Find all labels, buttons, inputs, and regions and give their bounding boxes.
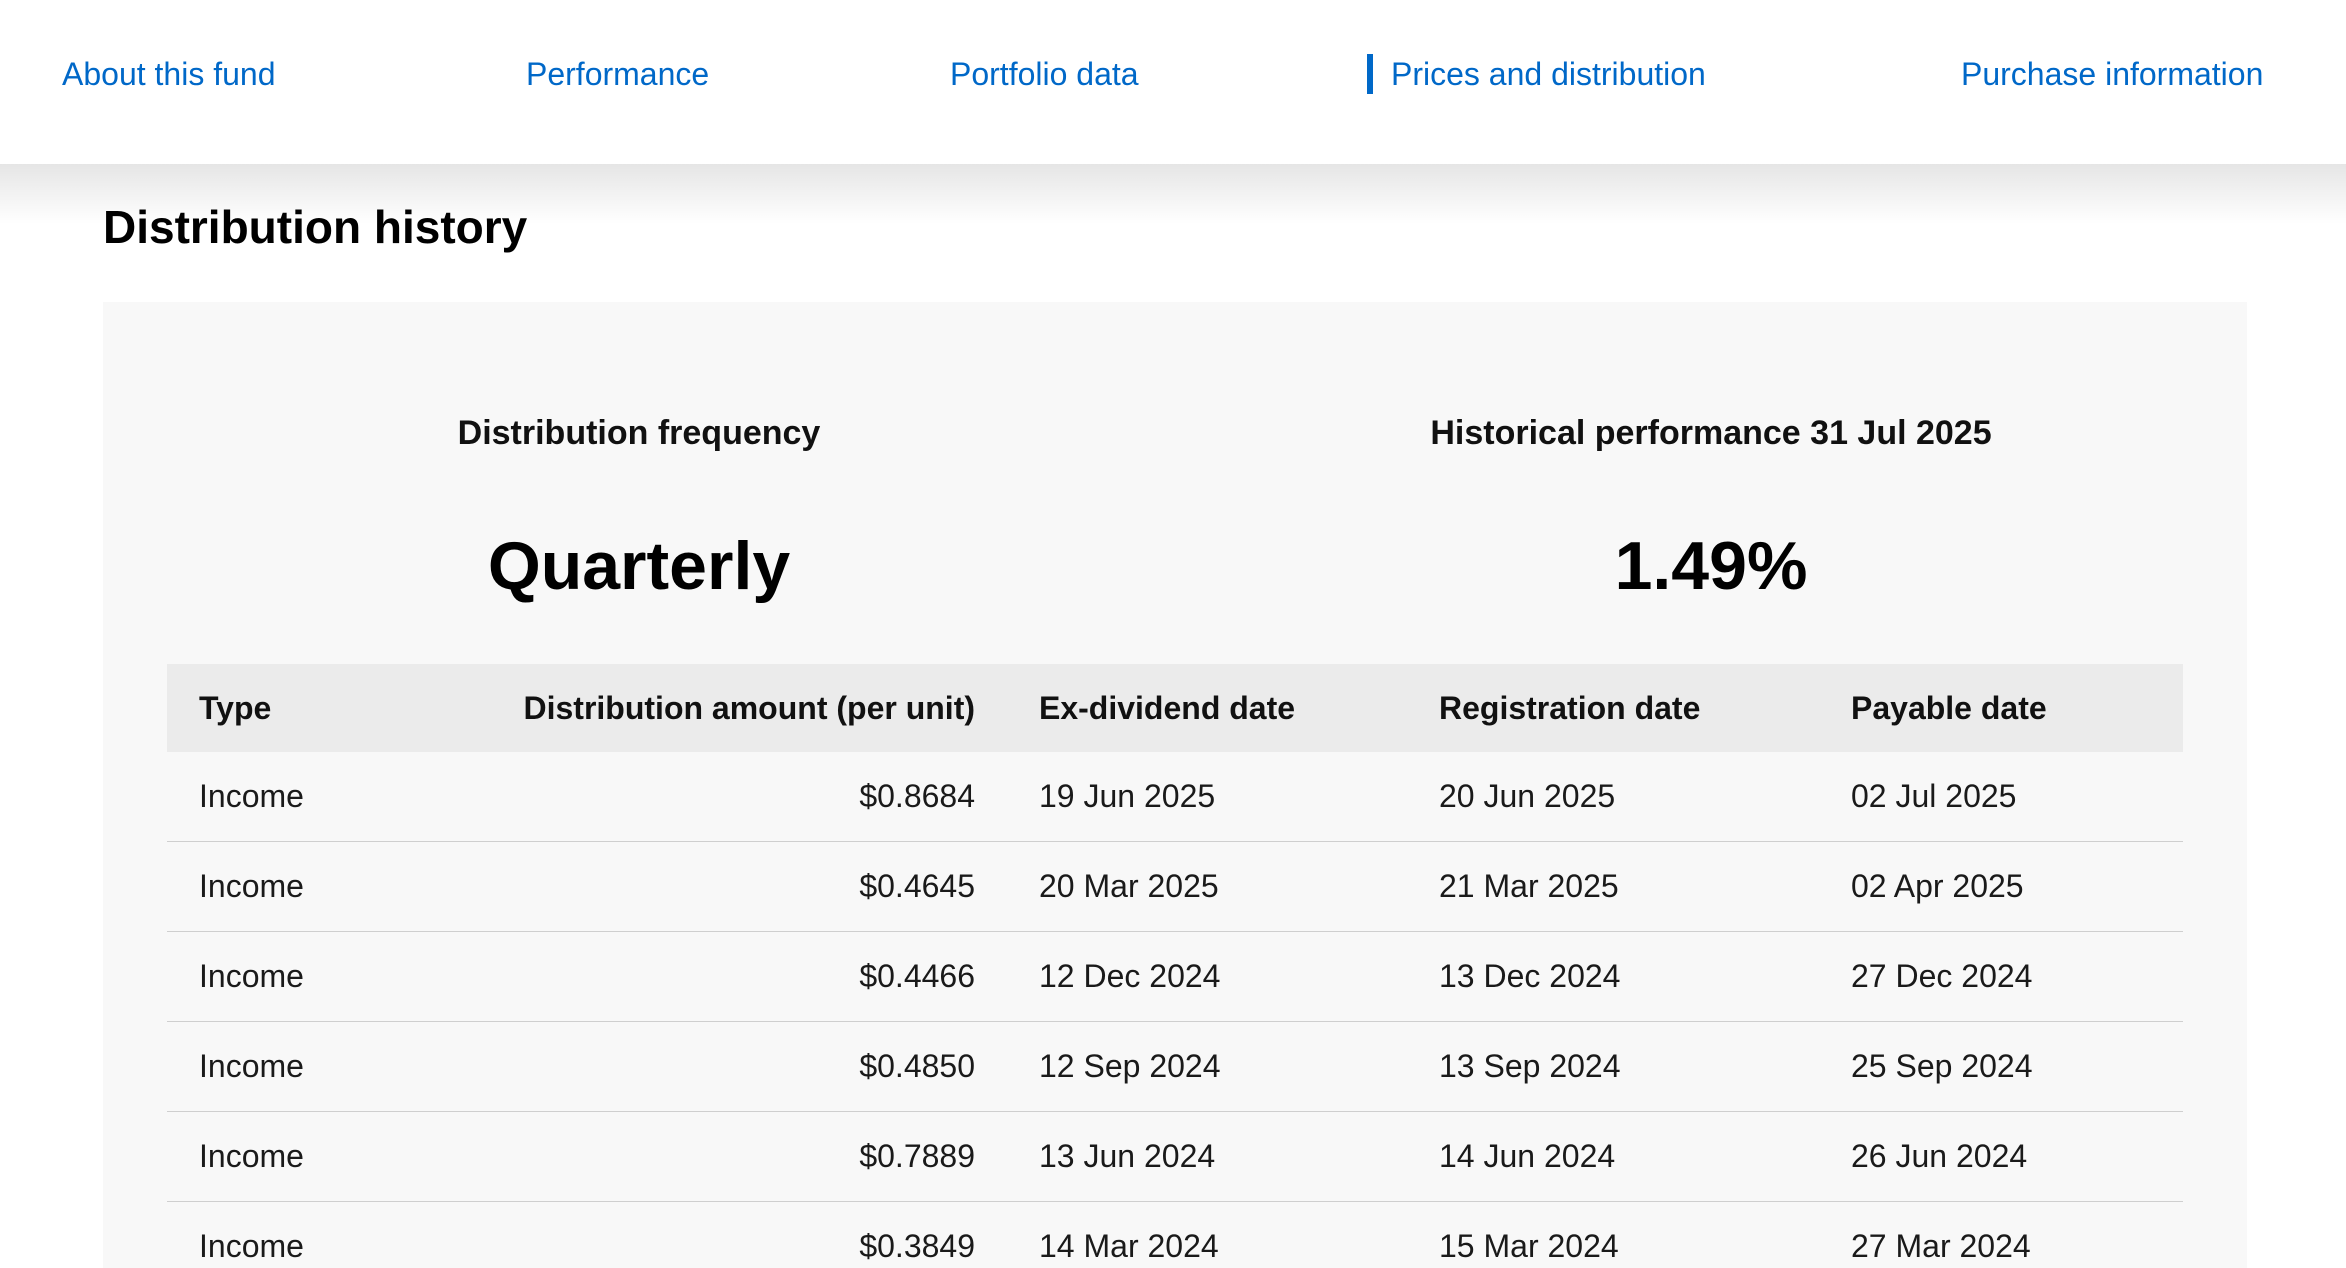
performance-label: Historical performance 31 Jul 2025 [1430,414,1992,452]
cell-registration: 14 Jun 2024 [1439,1111,1851,1202]
cell-amount: $0.3849 [463,1201,1039,1268]
table-row: Income $0.7889 13 Jun 2024 14 Jun 2024 2… [167,1111,2183,1202]
cell-amount: $0.4466 [463,931,1039,1022]
cell-type: Income [167,1021,463,1112]
header-type: Type [167,664,463,752]
cell-ex-dividend: 12 Sep 2024 [1039,1021,1439,1112]
cell-ex-dividend: 20 Mar 2025 [1039,841,1439,932]
table-row: Income $0.4466 12 Dec 2024 13 Dec 2024 2… [167,931,2183,1022]
nav-prices-and-distribution[interactable]: Prices and distribution [1367,50,1706,98]
frequency-value: Quarterly [487,528,791,604]
performance-value: 1.49% [1614,528,1808,604]
cell-registration: 13 Sep 2024 [1439,1021,1851,1112]
cell-type: Income [167,931,463,1022]
frequency-label: Distribution frequency [457,414,821,452]
header-ex-dividend: Ex-dividend date [1039,664,1439,752]
cell-payable: 27 Dec 2024 [1851,931,2183,1022]
cell-registration: 15 Mar 2024 [1439,1201,1851,1268]
table-row: Income $0.4645 20 Mar 2025 21 Mar 2025 0… [167,841,2183,932]
cell-payable: 26 Jun 2024 [1851,1111,2183,1202]
nav-purchase-information[interactable]: Purchase information [1961,56,2264,92]
cell-type: Income [167,752,463,842]
cell-type: Income [167,1111,463,1202]
header-amount: Distribution amount (per unit) [463,664,1039,752]
cell-payable: 02 Apr 2025 [1851,841,2183,932]
cell-ex-dividend: 14 Mar 2024 [1039,1201,1439,1268]
nav-performance[interactable]: Performance [526,56,710,92]
cell-amount: $0.4645 [463,841,1039,932]
cell-type: Income [167,1201,463,1268]
cell-ex-dividend: 19 Jun 2025 [1039,752,1439,842]
cell-registration: 21 Mar 2025 [1439,841,1851,932]
nav-portfolio-data[interactable]: Portfolio data [950,56,1139,92]
cell-amount: $0.8684 [463,752,1039,842]
top-navigation: About this fund Performance Portfolio da… [0,0,2346,224]
cell-payable: 27 Mar 2024 [1851,1201,2183,1268]
cell-registration: 20 Jun 2025 [1439,752,1851,842]
header-payable: Payable date [1851,664,2183,752]
cell-type: Income [167,841,463,932]
cell-payable: 25 Sep 2024 [1851,1021,2183,1112]
cell-ex-dividend: 12 Dec 2024 [1039,931,1439,1022]
table-row: Income $0.3849 14 Mar 2024 15 Mar 2024 2… [167,1201,2183,1268]
distribution-table: Type Distribution amount (per unit) Ex-d… [167,664,2183,1268]
table-row: Income $0.8684 19 Jun 2025 20 Jun 2025 0… [167,752,2183,842]
table-row: Income $0.4850 12 Sep 2024 13 Sep 2024 2… [167,1021,2183,1112]
distribution-panel: Distribution frequency Quarterly Histori… [103,302,2247,1268]
nav-shadow [0,164,2346,224]
cell-registration: 13 Dec 2024 [1439,931,1851,1022]
cell-amount: $0.7889 [463,1111,1039,1202]
table-header-row: Type Distribution amount (per unit) Ex-d… [167,664,2183,752]
header-registration: Registration date [1439,664,1851,752]
cell-ex-dividend: 13 Jun 2024 [1039,1111,1439,1202]
nav-about-this-fund[interactable]: About this fund [62,56,276,92]
section-title: Distribution history [103,201,528,253]
cell-payable: 02 Jul 2025 [1851,752,2183,842]
cell-amount: $0.4850 [463,1021,1039,1112]
